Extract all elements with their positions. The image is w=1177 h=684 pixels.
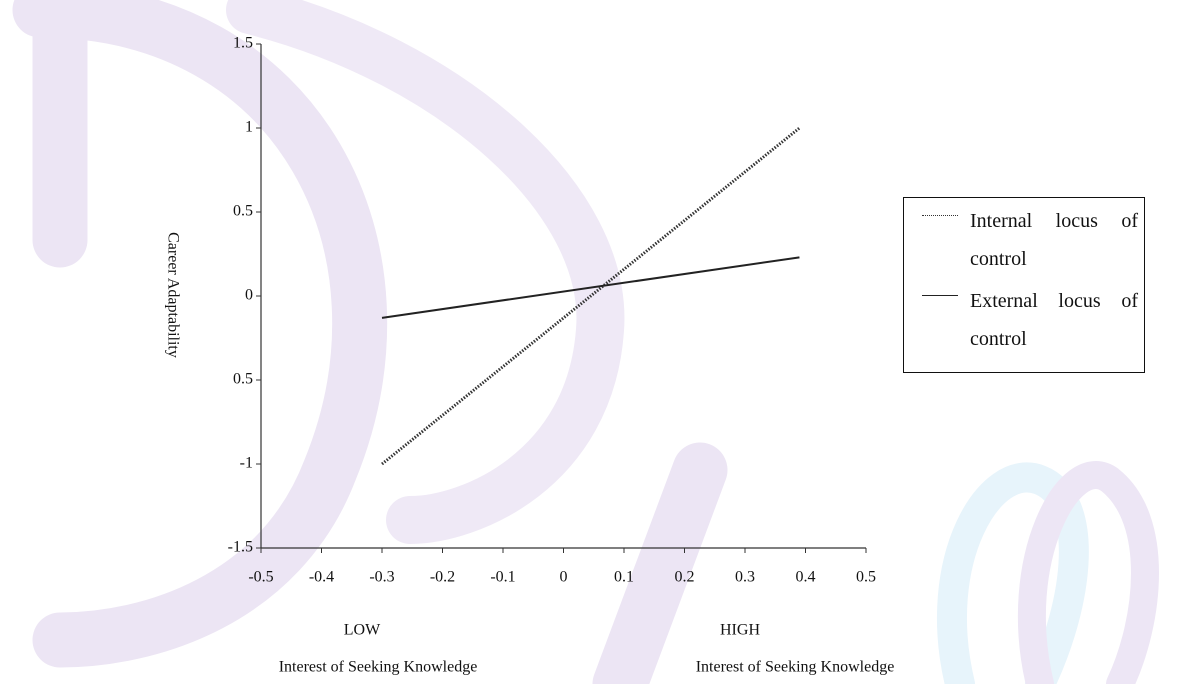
x-tick-label: 0.3 [735, 569, 755, 586]
x-tick-label: -0.4 [309, 569, 334, 586]
x-tick-label: 0.1 [614, 569, 634, 586]
x-tick-label: -0.1 [490, 569, 515, 586]
y-tick-label: 1 [245, 119, 253, 136]
x-tick-label: 0 [560, 569, 568, 586]
x-tick-label: -0.5 [248, 569, 273, 586]
x-group-text: Interest of Seeking Knowledge [279, 659, 478, 676]
y-tick-label: 0.5 [233, 203, 253, 220]
legend-swatch [922, 215, 958, 216]
page: {"chart_data": {"type": "line", "ylabel"… [0, 0, 1177, 684]
x-tick-label: 0.5 [856, 569, 876, 586]
x-tick-label: -0.2 [430, 569, 455, 586]
y-tick-label: -1 [240, 455, 253, 472]
x-group-level: HIGH [720, 622, 760, 639]
legend-label: Internal locus of control [970, 202, 1138, 278]
x-tick-label: 0.4 [796, 569, 816, 586]
x-group-text: Interest of Seeking Knowledge [696, 659, 895, 676]
y-tick-label: 1.5 [233, 35, 253, 52]
legend-item: Internal locus of control [904, 202, 1144, 282]
y-tick-label: -1.5 [228, 539, 253, 556]
x-tick-label: -0.3 [369, 569, 394, 586]
y-tick-label: 0.5 [233, 371, 253, 388]
legend-swatch [922, 295, 958, 296]
legend-item: External locus of control [904, 282, 1144, 362]
y-axis-label: Career Adaptability [164, 232, 181, 358]
x-tick-label: 0.2 [675, 569, 695, 586]
x-group-level: LOW [344, 622, 381, 639]
legend-label: External locus of control [970, 282, 1138, 358]
y-tick-label: 0 [245, 287, 253, 304]
